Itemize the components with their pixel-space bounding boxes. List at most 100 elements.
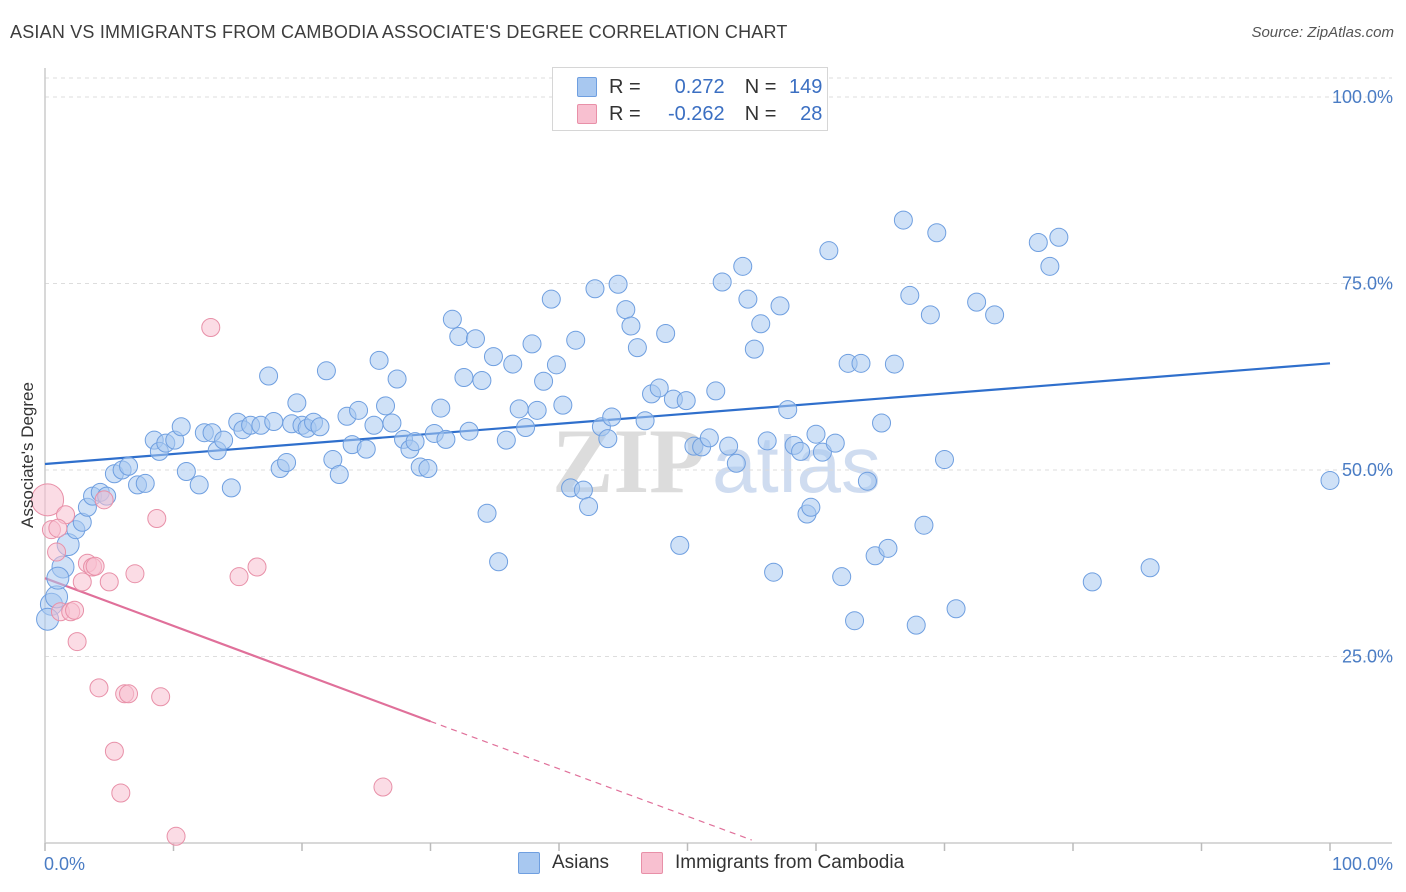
data-point <box>369 350 389 370</box>
data-point <box>585 279 605 299</box>
data-point <box>329 464 349 484</box>
data-point <box>85 556 105 576</box>
data-point <box>676 391 696 411</box>
data-point <box>72 572 92 592</box>
legend-r-label: R = <box>609 102 641 125</box>
data-point <box>522 334 542 354</box>
data-point <box>878 538 898 558</box>
data-point <box>649 378 669 398</box>
data-point <box>825 433 845 453</box>
data-point <box>719 436 739 456</box>
data-point <box>900 285 920 305</box>
data-point <box>819 241 839 261</box>
data-point <box>221 478 241 498</box>
data-point <box>465 329 485 349</box>
data-point <box>65 600 85 620</box>
data-point <box>229 567 249 587</box>
data-point <box>277 453 297 473</box>
data-point <box>99 572 119 592</box>
data-point <box>47 542 67 562</box>
chart-title: ASIAN VS IMMIGRANTS FROM CAMBODIA ASSOCI… <box>10 22 788 42</box>
series-legend-asians[interactable]: Asians <box>518 852 609 874</box>
data-point <box>738 289 758 309</box>
data-point <box>1049 227 1069 247</box>
legend-r-value: -0.262 <box>667 102 725 125</box>
data-point <box>845 611 865 631</box>
data-point <box>119 684 139 704</box>
data-point <box>264 412 284 432</box>
data-point <box>509 399 529 419</box>
data-point <box>751 314 771 334</box>
data-point <box>104 741 124 761</box>
data-point <box>857 471 877 491</box>
data-point <box>726 453 746 473</box>
data-point <box>316 361 336 381</box>
legend-n-label: N = <box>744 102 777 125</box>
data-point <box>111 783 131 803</box>
legend-r-value: 0.272 <box>674 75 725 98</box>
source-label: Source: ZipAtlas.com <box>1251 24 1394 41</box>
data-point <box>699 428 719 448</box>
data-point <box>214 430 234 450</box>
data-point <box>376 396 396 416</box>
data-point <box>459 421 479 441</box>
data-point <box>483 347 503 367</box>
data-point <box>573 480 593 500</box>
data-point <box>247 557 267 577</box>
data-point <box>259 366 279 386</box>
y-tick-label: 75.0% <box>1342 274 1393 294</box>
data-point <box>778 400 798 420</box>
data-point <box>516 417 536 437</box>
data-point <box>472 370 492 390</box>
y-tick-label: 50.0% <box>1342 460 1393 480</box>
data-point <box>449 326 469 346</box>
data-point <box>373 777 393 797</box>
data-point <box>744 339 764 359</box>
tick-labels: 25.0% 50.0% 75.0% 100.0% 0.0% 100.0% <box>44 87 1393 874</box>
data-point <box>147 508 167 528</box>
y-tick-label: 25.0% <box>1342 647 1393 667</box>
data-point <box>757 431 777 451</box>
data-point <box>598 429 618 449</box>
data-point <box>89 678 109 698</box>
data-point <box>670 535 690 555</box>
data-point <box>541 289 561 309</box>
series-legend: Asians Immigrants from Cambodia <box>518 852 936 874</box>
data-point <box>616 300 636 320</box>
trend-line-cambodia-extension <box>430 720 752 841</box>
data-point <box>176 461 196 481</box>
data-point <box>287 393 307 413</box>
data-point <box>946 599 966 619</box>
x-tick-label: 100.0% <box>1332 854 1393 874</box>
trend-lines <box>44 362 1331 841</box>
data-point <box>914 515 934 535</box>
x-tick-label: 0.0% <box>44 854 85 874</box>
series-legend-cambodia[interactable]: Immigrants from Cambodia <box>641 852 904 874</box>
data-point <box>967 292 987 312</box>
data-point <box>477 503 497 523</box>
data-point <box>579 497 599 517</box>
data-point <box>832 567 852 587</box>
data-point <box>770 296 790 316</box>
data-point <box>431 398 451 418</box>
data-point <box>418 459 438 479</box>
data-point <box>436 429 456 449</box>
data-point <box>201 318 221 338</box>
series-cambodia-points <box>31 318 393 846</box>
legend-n-value: 28 <box>800 102 823 125</box>
data-point <box>503 354 523 374</box>
data-point <box>382 413 402 433</box>
data-point <box>920 305 940 325</box>
data-point <box>489 552 509 572</box>
data-point <box>67 632 87 652</box>
data-point <box>656 323 676 343</box>
data-point <box>442 309 462 329</box>
trend-line-cambodia <box>44 577 431 723</box>
series-label-asians: Asians <box>552 852 610 873</box>
data-point <box>1040 256 1060 276</box>
data-point <box>791 441 811 461</box>
data-point <box>712 272 732 292</box>
data-point <box>94 490 114 510</box>
data-point <box>851 353 871 373</box>
